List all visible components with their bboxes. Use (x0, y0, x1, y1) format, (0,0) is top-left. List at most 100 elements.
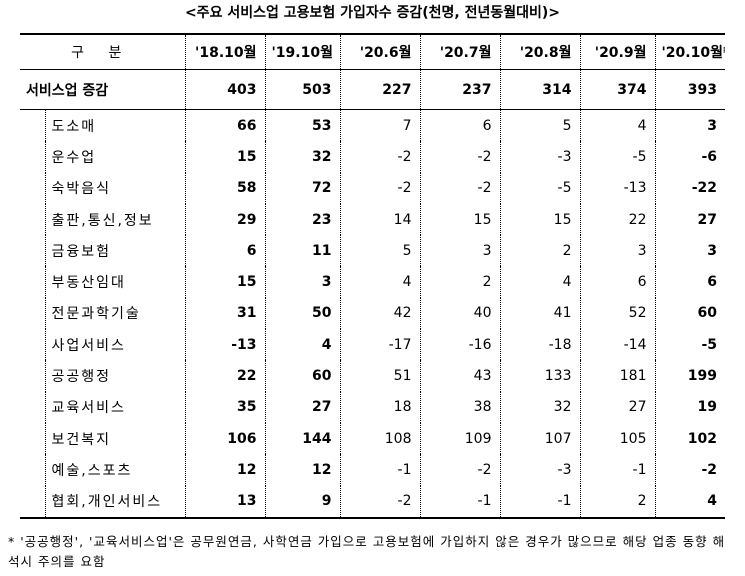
cell: 58 (184, 172, 265, 204)
cell: 15 (184, 141, 265, 173)
cell: 6 (184, 235, 265, 267)
table-body: 서비스업 증감 403 503 227 237 314 374 393 도소매 66 53 7 6 5 4 3… (20, 69, 725, 519)
cell: 3 (264, 266, 340, 298)
column-header: '20.6월 (339, 33, 420, 70)
indent (20, 360, 46, 392)
row-label: 숙박음식 (51, 181, 112, 198)
indent (20, 485, 46, 519)
cell: 102 (654, 422, 725, 455)
cell: 27 (264, 391, 340, 423)
row: 전문과학기술 31 50 42 40 41 52 60 (20, 297, 725, 330)
cell: 237 (419, 69, 500, 110)
cell: 2 (579, 485, 655, 519)
row: 사업서비스 -13 4 -17 -16 -18 -14 -5 (20, 329, 725, 361)
cell: 227 (339, 69, 420, 110)
cell: 4 (339, 266, 420, 298)
cell: 6 (654, 266, 725, 298)
row: 금융보험 6 11 5 3 2 3 3 (20, 235, 725, 267)
cell: 109 (419, 422, 500, 455)
cell: 22 (579, 203, 655, 236)
cell: 51 (339, 360, 420, 392)
cell: 3 (579, 235, 655, 267)
row: 협회,개인서비스 13 9 -2 -1 -1 2 4 (20, 485, 725, 519)
cell: -6 (654, 141, 725, 173)
cell: -5 (654, 329, 725, 361)
row-label: 출판,통신,정보 (51, 212, 154, 229)
cell: -14 (579, 329, 655, 361)
cell: -3 (499, 141, 580, 173)
cell: -2 (654, 454, 725, 486)
title: <주요 서비스업 고용보험 가입자수 증감(천명, 전년동월대비)> (184, 5, 561, 21)
column-header: '20.9월 (579, 33, 655, 70)
cell: 13 (184, 485, 265, 519)
cell: 31 (184, 297, 265, 330)
cell: 7 (339, 109, 420, 142)
cell: -2 (339, 485, 420, 519)
cell: 503 (264, 69, 340, 110)
row: 부동산임대 15 3 4 2 4 6 6 (20, 266, 725, 298)
cell: -13 (184, 329, 265, 361)
cell: 3 (654, 109, 725, 142)
cell: 3 (419, 235, 500, 267)
cell: 53 (264, 109, 340, 142)
cell: 32 (499, 391, 580, 423)
row: 공공행정 22 60 51 43 133 181 199 (20, 360, 725, 392)
cell: 199 (654, 360, 725, 392)
cell: 22 (184, 360, 265, 392)
cell: 23 (264, 203, 340, 236)
column-header: '20.7월 (419, 33, 500, 70)
cell: 66 (184, 109, 265, 142)
table: 구 분 '18.10월 '19.10월 '20.6월 '20.7월 '20.8월 '20.9… (20, 33, 725, 519)
cell: 72 (264, 172, 340, 204)
cell: 106 (184, 422, 265, 455)
cell: -2 (419, 454, 500, 486)
total-row: 서비스업 증감 403 503 227 237 314 374 393 (20, 69, 725, 110)
cell: 374 (579, 69, 655, 110)
row-label: 도소매 (51, 118, 97, 135)
row: 도소매 66 53 7 6 5 4 3 (20, 109, 725, 142)
indent (20, 141, 46, 173)
row-label: 예술,스포츠 (51, 462, 133, 479)
row-label: 사업서비스 (51, 337, 126, 354)
indent (20, 454, 46, 486)
row-label: 전문과학기술 (51, 306, 141, 323)
cell: 29 (184, 203, 265, 236)
row-label: 부동산임대 (51, 275, 126, 292)
indent (20, 235, 46, 267)
cell: 12 (184, 454, 265, 486)
indent (20, 391, 46, 423)
header-label: 구 분 (20, 33, 185, 70)
cell: 6 (579, 266, 655, 298)
indent (20, 109, 46, 142)
indent (20, 329, 46, 361)
cell: 14 (339, 203, 420, 236)
cell: 15 (499, 203, 580, 236)
cell: 11 (264, 235, 340, 267)
cell: -2 (419, 141, 500, 173)
cell: 105 (579, 422, 655, 455)
row-label: 협회,개인서비스 (45, 485, 185, 519)
cell: 60 (654, 297, 725, 330)
cell: -17 (339, 329, 420, 361)
cell: -1 (579, 454, 655, 486)
cell: 2 (419, 266, 500, 298)
cell: -13 (579, 172, 655, 204)
cell: 60 (264, 360, 340, 392)
cell: -2 (419, 172, 500, 204)
row: 예술,스포츠 12 12 -1 -2 -3 -1 -2 (20, 454, 725, 486)
row: 보건복지 106 144 108 109 107 105 102 (20, 422, 725, 455)
cell: -3 (499, 454, 580, 486)
header-row: 구 분 '18.10월 '19.10월 '20.6월 '20.7월 '20.8월 '20.9… (20, 33, 725, 70)
cell: -1 (499, 485, 580, 519)
cell: 108 (339, 422, 420, 455)
cell: 42 (339, 297, 420, 330)
column-header: '19.10월 (264, 33, 340, 70)
cell: -5 (499, 172, 580, 204)
row-label: 보건복지 (51, 431, 112, 448)
cell: 4 (579, 109, 655, 142)
cell: 12 (264, 454, 340, 486)
cell: 50 (264, 297, 340, 330)
column-header: '20.8월 (499, 33, 580, 70)
indent (20, 203, 46, 236)
indent (20, 266, 46, 298)
